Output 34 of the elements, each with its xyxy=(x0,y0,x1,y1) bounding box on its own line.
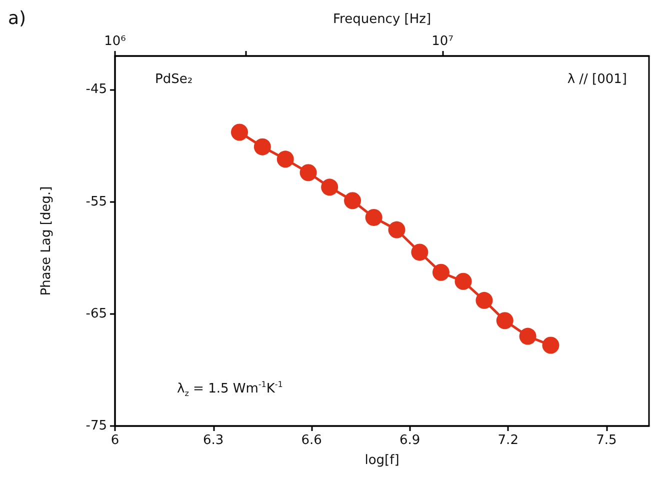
x2-tick-label: 10⁶ xyxy=(104,34,126,49)
point xyxy=(542,336,560,354)
y-tick-label: -45 xyxy=(86,82,107,98)
x2-tick-label: 10⁷ xyxy=(432,34,454,49)
point xyxy=(519,328,536,345)
point xyxy=(496,312,514,330)
x-tick-label: 7.2 xyxy=(498,433,518,448)
x-tick-label: 6.3 xyxy=(202,433,224,448)
point xyxy=(411,244,428,261)
x2-axis-title: Frequency [Hz] xyxy=(332,12,432,27)
point xyxy=(321,178,338,196)
point xyxy=(300,164,317,182)
y-tick-label: -75 xyxy=(86,418,107,434)
point xyxy=(231,124,248,141)
x-tick-label: 6.9 xyxy=(400,433,420,448)
point xyxy=(254,138,271,156)
x-axis-title: log[f] xyxy=(364,453,400,468)
annotation: PdSe₂ xyxy=(155,72,193,87)
y-axis-title: Phase Lag [deg.] xyxy=(39,186,54,296)
text: a) xyxy=(8,8,26,29)
x-tick-label: 6 xyxy=(110,433,120,448)
point xyxy=(432,264,450,281)
point xyxy=(344,192,362,210)
point xyxy=(454,272,472,290)
point xyxy=(388,221,406,238)
point xyxy=(365,208,382,226)
annotation: λ$_{z}$ = 1.5 Wm$^{-1}$K$^{-1}$ xyxy=(177,380,283,398)
point xyxy=(276,150,294,168)
annotation: λ // [001] xyxy=(567,72,627,87)
x-tick-label: 7.5 xyxy=(596,433,617,448)
point xyxy=(476,292,493,309)
y-tick-label: -65 xyxy=(86,306,107,322)
x-tick-label: 6.6 xyxy=(301,433,322,448)
y-tick-label: -55 xyxy=(86,194,107,210)
